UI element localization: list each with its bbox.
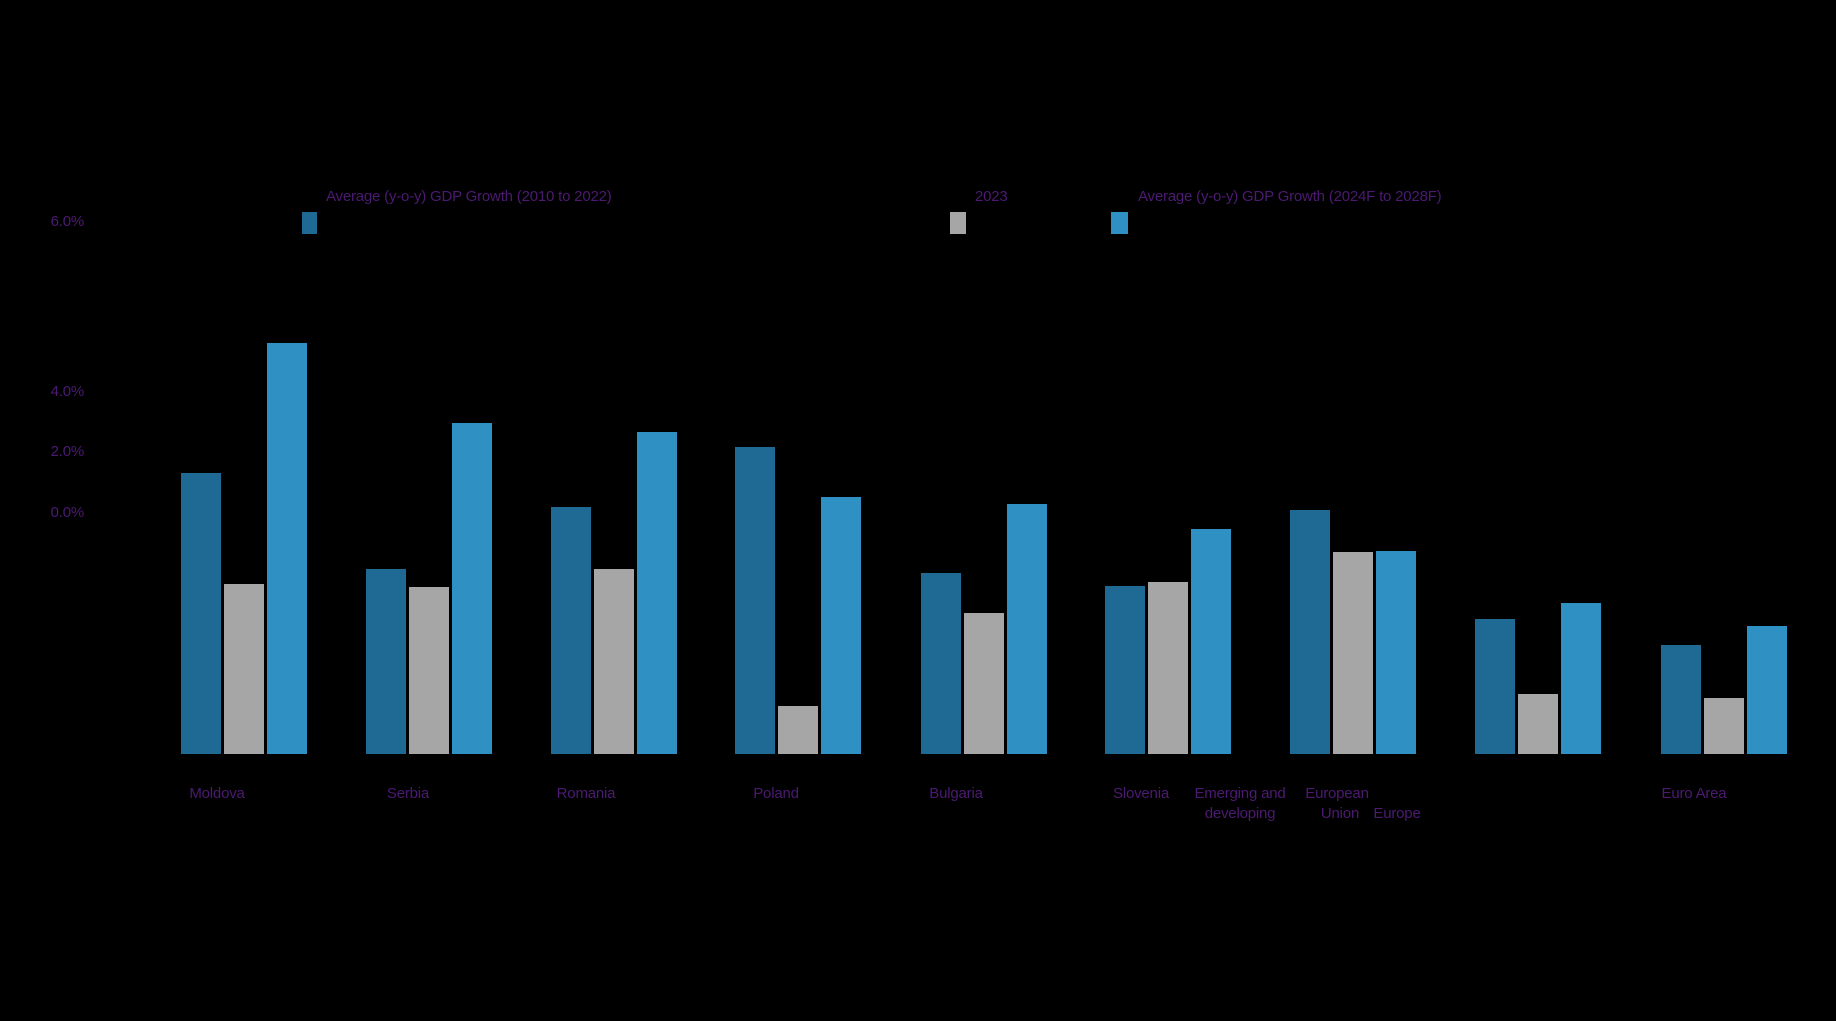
x-axis-label-european: European [1305,785,1369,802]
bar-moldova-avg-2010-2022 [181,473,221,754]
bar-euro-area-avg-2010-2022 [1661,645,1701,754]
y-tick-label-6-0: 6.0% [50,213,85,230]
bar-poland-avg-2024f-2028f [821,497,861,754]
bar-slovenia-avg-2024f-2028f [1191,529,1231,754]
bar-serbia-2023 [409,587,449,754]
bar-moldova-2023 [224,584,264,754]
bar-euro-area-avg-2024f-2028f [1747,626,1787,754]
bar-emerging-and-developing-europe-avg-2010-2022 [1290,510,1330,754]
legend-label-2023: 2023 [975,188,1008,205]
bar-poland-2023 [778,706,818,754]
y-tick-label-0-0: 0.0% [50,504,85,521]
bar-euro-area-2023 [1704,698,1744,754]
x-axis-label-romania: Romania [556,785,616,802]
bar-slovenia-avg-2010-2022 [1105,586,1145,754]
bar-emerging-and-developing-europe-avg-2024f-2028f [1376,551,1416,754]
x-axis-label-union: Union [1320,805,1360,822]
legend-label-avg-2024f-2028f: Average (y-o-y) GDP Growth (2024F to 202… [1138,188,1442,205]
bar-romania-avg-2010-2022 [551,507,591,754]
bar-serbia-avg-2024f-2028f [452,423,492,754]
legend-swatch-avg-2024f-2028f [1111,212,1128,234]
bar-bulgaria-2023 [964,613,1004,754]
x-axis-label-bulgaria: Bulgaria [929,785,983,802]
bar-slovenia-2023 [1148,582,1188,754]
x-axis-label-europe: Europe [1373,805,1421,822]
bar-european-union-2023 [1518,694,1558,754]
bar-emerging-and-developing-europe-2023 [1333,552,1373,754]
bar-bulgaria-avg-2010-2022 [921,573,961,754]
legend-swatch-avg-2010-2022 [302,212,317,234]
bar-bulgaria-avg-2024f-2028f [1007,504,1047,754]
bar-serbia-avg-2010-2022 [366,569,406,754]
bar-european-union-avg-2010-2022 [1475,619,1515,754]
x-axis-label-slovenia: Slovenia [1113,785,1169,802]
y-tick-label-2-0: 2.0% [50,443,85,460]
x-axis-label-emerging-and: Emerging and [1194,785,1286,802]
x-axis-label-developing: developing [1204,805,1276,822]
y-tick-label-4-0: 4.0% [50,383,85,400]
bar-moldova-avg-2024f-2028f [267,343,307,754]
legend-label-avg-2010-2022: Average (y-o-y) GDP Growth (2010 to 2022… [326,188,612,205]
bar-european-union-avg-2024f-2028f [1561,603,1601,754]
bar-romania-avg-2024f-2028f [637,432,677,754]
x-axis-label-serbia: Serbia [386,785,430,802]
bar-romania-2023 [594,569,634,754]
legend-swatch-2023 [950,212,966,234]
x-axis-label-poland: Poland [753,785,799,802]
x-axis-label-euro-area: Euro Area [1661,785,1727,802]
bar-poland-avg-2010-2022 [735,447,775,754]
x-axis-label-moldova: Moldova [189,785,245,802]
